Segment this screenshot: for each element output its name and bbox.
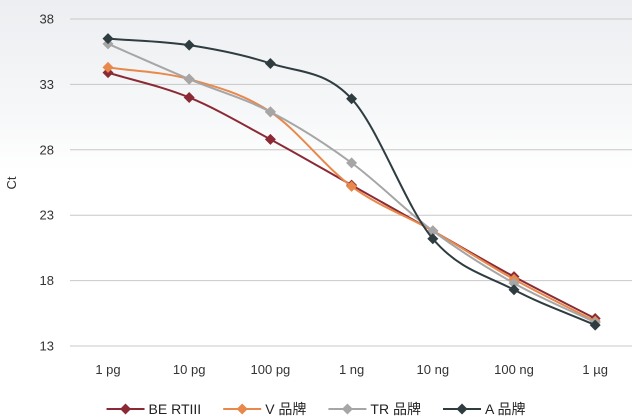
grid-lines [70, 18, 632, 347]
data-point [346, 180, 358, 192]
y-tick-label: 28 [40, 142, 54, 157]
data-point [183, 91, 195, 103]
data-point [589, 319, 601, 331]
x-tick-label: 100 ng [494, 362, 534, 377]
series-tr-品牌 [102, 38, 601, 328]
legend-label: V 品牌 [265, 401, 306, 417]
x-axis-ticks: 1 pg 10 pg 100 pg 1 ng 10 ng 100 ng 1 µg [95, 362, 608, 377]
legend-marker [456, 403, 468, 415]
legend-label: BE RTIII [149, 401, 202, 417]
data-point [183, 39, 195, 51]
y-tick-label: 33 [40, 77, 54, 92]
data-point [183, 73, 195, 85]
x-tick-label: 1 ng [339, 362, 364, 377]
legend: BE RTIII V 品牌 TR 品牌 A 品牌 [106, 401, 525, 417]
y-tick-label: 23 [40, 208, 54, 223]
y-tick-label: 38 [40, 12, 54, 27]
x-tick-label: 1 pg [95, 362, 120, 377]
series-a-品牌 [102, 33, 601, 331]
legend-label: A 品牌 [485, 401, 525, 417]
legend-marker [120, 403, 132, 415]
data-point [264, 133, 276, 145]
legend-marker [236, 403, 248, 415]
data-point [427, 233, 439, 245]
legend-label: TR 品牌 [370, 401, 421, 417]
data-point [346, 157, 358, 169]
legend-item: A 品牌 [442, 401, 525, 417]
series-group [102, 33, 601, 331]
y-axis-ticks: 13 18 23 28 33 38 [40, 12, 54, 354]
x-tick-label: 1 µg [582, 362, 608, 377]
data-point [508, 277, 520, 289]
data-point [264, 106, 276, 118]
y-axis-label: Ct [4, 176, 19, 189]
data-point [264, 57, 276, 69]
x-tick-label: 10 ng [417, 362, 450, 377]
data-point [508, 284, 520, 296]
y-tick-label: 13 [40, 339, 54, 354]
legend-item: TR 品牌 [328, 401, 421, 417]
x-tick-label: 100 pg [251, 362, 291, 377]
legend-item: BE RTIII [106, 401, 202, 417]
data-point [102, 61, 114, 73]
series-line [107, 66, 596, 323]
data-point [346, 93, 358, 105]
data-point [102, 33, 114, 45]
y-tick-label: 18 [40, 273, 54, 288]
legend-item: V 品牌 [223, 401, 306, 417]
x-tick-label: 10 pg [173, 362, 206, 377]
legend-marker [341, 403, 353, 415]
data-point [427, 225, 439, 237]
series-line [107, 71, 596, 320]
